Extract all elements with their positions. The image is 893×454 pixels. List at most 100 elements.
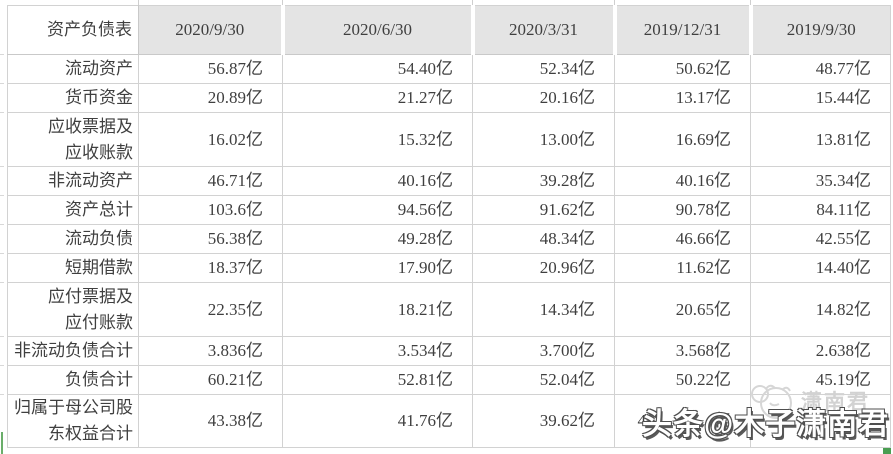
cell-value[interactable]: 48.77亿 (750, 54, 891, 84)
cell-value[interactable]: 20.65亿 (614, 282, 751, 337)
cell-value[interactable]: 14.82亿 (750, 282, 891, 337)
row-label[interactable]: 资产总计 (7, 195, 139, 225)
fill-handle[interactable] (883, 448, 891, 454)
table-row: 短期借款 18.37亿 17.90亿 20.96亿 11.62亿 14.40亿 (7, 253, 891, 283)
row-label[interactable]: 流动负债 (7, 224, 139, 254)
cell-value[interactable]: 14.34亿 (472, 282, 615, 337)
table-row: 非流动负债合计 3.836亿 3.534亿 3.700亿 3.568亿 2.638亿 (7, 336, 891, 366)
table-row: 负债合计 60.21亿 52.81亿 52.04亿 50.22亿 45.19亿 (7, 365, 891, 395)
cell-value[interactable]: 41.76亿 (282, 394, 473, 448)
cell-value[interactable]: 4 亿 (614, 394, 751, 448)
cell-value[interactable]: 20.96亿 (472, 253, 615, 283)
cell-value[interactable]: 52.81亿 (282, 365, 473, 395)
cell-value[interactable]: 56.87亿 (138, 54, 283, 84)
column-header-date[interactable]: 2020/9/30 (138, 5, 283, 55)
gridline-stub (282, 0, 283, 5)
column-header-date[interactable]: 2019/9/30 (748, 5, 891, 55)
column-header-date[interactable]: 2020/3/31 (470, 5, 615, 55)
gridline-stub (0, 83, 4, 84)
table-row: 流动资产 56.87亿 54.40亿 52.34亿 50.62亿 48.77亿 (7, 54, 891, 84)
gridline-stub (750, 0, 751, 5)
table-row: 归属于母公司股 东权益合计 43.38亿 41.76亿 39.62亿 4 亿 (7, 394, 891, 448)
cell-value[interactable]: 48.34亿 (472, 224, 615, 254)
cell-value[interactable]: 16.69亿 (614, 112, 751, 167)
cell-value[interactable]: 16.02亿 (138, 112, 283, 167)
cell-value[interactable]: 13.00亿 (472, 112, 615, 167)
gridline-stub (0, 253, 4, 254)
cell-value[interactable]: 56.38亿 (138, 224, 283, 254)
cell-value[interactable]: 50.62亿 (614, 54, 751, 84)
table-row: 资产总计 103.6亿 94.56亿 91.62亿 90.78亿 84.11亿 (7, 195, 891, 225)
row-label[interactable]: 货币资金 (7, 83, 139, 113)
cell-value[interactable]: 54.40亿 (282, 54, 473, 84)
cell-value[interactable]: 91.62亿 (472, 195, 615, 225)
cell-value[interactable]: 43.38亿 (138, 394, 283, 448)
cell-value[interactable]: 84.11亿 (750, 195, 891, 225)
cell-value[interactable]: 21.27亿 (282, 83, 473, 113)
cell-value[interactable]: 39.62亿 (472, 394, 615, 448)
row-label[interactable]: 应收票据及 应收账款 (7, 112, 139, 167)
table-title-cell[interactable]: 资产负债表 (7, 5, 139, 55)
cell-value[interactable]: 13.81亿 (750, 112, 891, 167)
row-label[interactable]: 负债合计 (7, 365, 139, 395)
cell-value[interactable]: 20.16亿 (472, 83, 615, 113)
cell-value[interactable]: 15.44亿 (750, 83, 891, 113)
cell-value[interactable]: 46.66亿 (614, 224, 751, 254)
cell-value[interactable]: 42.55亿 (750, 224, 891, 254)
cell-value[interactable]: 15.32亿 (282, 112, 473, 167)
cell-value[interactable]: 40.16亿 (282, 166, 473, 196)
cell-value[interactable]: 49.28亿 (282, 224, 473, 254)
balance-sheet-table: 资产负债表 2020/9/30 2020/6/30 2020/3/31 2019/12… (7, 5, 891, 448)
cell-value[interactable]: 46.71亿 (138, 166, 283, 196)
cell-value[interactable]: 18.37亿 (138, 253, 283, 283)
cell-value[interactable]: 94.56亿 (282, 195, 473, 225)
cell-value[interactable]: 90.78亿 (614, 195, 751, 225)
cell-value[interactable]: 40.16亿 (614, 166, 751, 196)
cell-value[interactable]: 50.22亿 (614, 365, 751, 395)
cell-value[interactable]: 11.62亿 (614, 253, 751, 283)
gridline-stub (0, 282, 4, 283)
gridline-stub (138, 0, 139, 5)
gridline-stub (0, 394, 4, 395)
table-row: 流动负债 56.38亿 49.28亿 48.34亿 46.66亿 42.55亿 (7, 224, 891, 254)
cell-value[interactable]: 3.568亿 (614, 336, 751, 366)
cell-value[interactable]: 18.21亿 (282, 282, 473, 337)
table-row: 货币资金 20.89亿 21.27亿 20.16亿 13.17亿 15.44亿 (7, 83, 891, 113)
cell-value[interactable]: 60.21亿 (138, 365, 283, 395)
gridline-stub (0, 365, 4, 366)
cell-value[interactable]: 17.90亿 (282, 253, 473, 283)
cell-value[interactable]: 103.6亿 (138, 195, 283, 225)
row-label[interactable]: 归属于母公司股 东权益合计 (7, 394, 139, 448)
gridline-stub (0, 224, 4, 225)
table-row: 应收票据及 应收账款 16.02亿 15.32亿 13.00亿 16.69亿 13.81亿 (7, 112, 891, 167)
column-header-date[interactable]: 2019/12/31 (612, 5, 751, 55)
header-row: 资产负债表 2020/9/30 2020/6/30 2020/3/31 2019/12… (7, 5, 891, 55)
cell-value[interactable]: 35.34亿 (750, 166, 891, 196)
row-label[interactable]: 非流动负债合计 (7, 336, 139, 366)
cell-value[interactable]: 13.17亿 (614, 83, 751, 113)
selection-edge (1, 432, 3, 454)
cell-value[interactable]: 52.34亿 (472, 54, 615, 84)
cell-value[interactable]: 14.40亿 (750, 253, 891, 283)
cell-value[interactable]: 2.638亿 (750, 336, 891, 366)
cell-value[interactable]: 3.534亿 (282, 336, 473, 366)
cell-value[interactable]: 52.04亿 (472, 365, 615, 395)
column-header-date[interactable]: 2020/6/30 (280, 5, 473, 55)
table-row: 应付票据及 应付账款 22.35亿 18.21亿 14.34亿 20.65亿 14.82亿 (7, 282, 891, 337)
gridline-stub (614, 0, 615, 5)
gridline-stub (472, 0, 473, 5)
row-label[interactable]: 流动资产 (7, 54, 139, 84)
cell-value[interactable]: 39.28亿 (472, 166, 615, 196)
cell-value[interactable]: 3.836亿 (138, 336, 283, 366)
cell-value[interactable] (750, 394, 891, 448)
row-label[interactable]: 应付票据及 应付账款 (7, 282, 139, 337)
cell-value[interactable]: 3.700亿 (472, 336, 615, 366)
cell-value[interactable]: 20.89亿 (138, 83, 283, 113)
gridline-stub (0, 54, 4, 55)
cell-value[interactable]: 45.19亿 (750, 365, 891, 395)
gridline-stub (0, 336, 4, 337)
cell-value[interactable]: 22.35亿 (138, 282, 283, 337)
row-label[interactable]: 短期借款 (7, 253, 139, 283)
row-label[interactable]: 非流动资产 (7, 166, 139, 196)
